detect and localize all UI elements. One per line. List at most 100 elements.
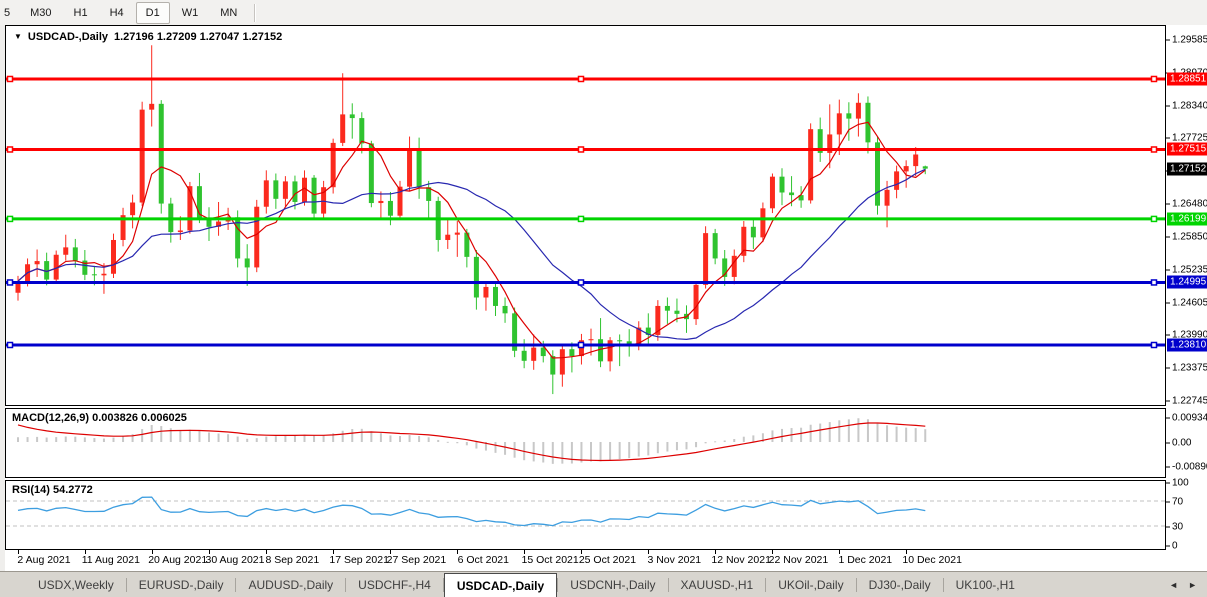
tab-separator [125,578,127,592]
chevron-down-icon[interactable]: ▼ [14,32,22,41]
hline-handle[interactable] [1150,215,1158,223]
tab-xauusd-h1[interactable]: XAUUSD-,H1 [680,578,754,592]
macd-histogram-bar [83,437,86,442]
time-axis-tick [906,550,908,554]
candle-bullish [254,206,260,268]
hline-handle[interactable] [1150,75,1158,83]
macd-histogram-bar [847,419,850,442]
hline-handle[interactable] [6,279,14,286]
macd-histogram-bar [427,437,430,442]
tab-separator [765,578,767,592]
macd-chart [17,418,927,464]
ma-slow-line [17,168,926,341]
macd-histogram-bar [160,426,163,442]
rsi-pane[interactable]: RSI(14) 54.2772 [5,480,1166,550]
time-axis-tick [390,550,392,554]
tab-usdchf-h4[interactable]: USDCHF-,H4 [358,578,431,592]
candle-bearish [922,166,928,169]
timeframe-button-MN[interactable]: MN [220,6,238,19]
time-axis-label: 30 Aug 2021 [205,554,265,566]
macd-histogram-bar [408,435,411,442]
price-tick-1.25850: 1.25850 [1166,232,1207,243]
candle-bullish [15,281,21,293]
tab-scroll-arrows: ◄ ► [1169,572,1197,597]
hline-handle[interactable] [6,75,14,83]
price-chart-pane[interactable]: ▼ USDCAD-,Daily 1.27196 1.27209 1.27047 … [5,25,1166,406]
macd-histogram-bar [828,422,831,442]
timeframe-button-H1[interactable]: H1 [73,6,88,19]
hline-handle[interactable] [1150,341,1158,349]
macd-histogram-bar [255,438,258,442]
rsi-label: RSI(14) 54.2772 [12,484,93,496]
macd-histogram-bar [618,442,621,460]
candle-bullish [760,208,766,238]
macd-histogram-bar [494,442,497,453]
time-axis-tick [457,550,459,554]
candle-bullish [111,239,116,274]
macd-pane[interactable]: MACD(12,26,9) 0.003826 0.006025 [5,408,1166,478]
candle-bearish [349,114,355,119]
price-tick-1.28340: 1.28340 [1166,100,1207,111]
timeframe-button-D1[interactable]: D1 [135,1,170,24]
macd-histogram-bar [379,433,382,442]
candle-bullish [263,180,269,207]
left-margin-strip [0,25,5,571]
macd-histogram-bar [800,427,803,442]
candle-bullish [855,102,861,119]
hline-handle[interactable] [1150,279,1158,286]
hline-handle[interactable] [6,341,14,349]
hline-handle[interactable] [577,341,585,349]
candle-bearish [416,149,422,188]
tab-usdcnh-daily[interactable]: USDCNH-,Daily [570,578,656,592]
candle-bearish [617,340,623,342]
candle-bearish [235,217,241,259]
tab-audusd-daily[interactable]: AUDUSD-,Daily [248,578,334,592]
hline-handle[interactable] [577,279,585,286]
candle-bearish [387,200,393,216]
tab-eurusd-daily[interactable]: EURUSD-,Daily [138,578,224,592]
macd-histogram-bar [274,436,277,442]
tab-dj30-daily[interactable]: DJ30-,Daily [868,578,931,592]
macd-histogram-bar [504,442,507,455]
hline-handle[interactable] [6,146,14,153]
macd-histogram-bar [227,434,230,442]
tab-ukoil-daily[interactable]: UKOil-,Daily [778,578,844,592]
tab-usdx-weekly[interactable]: USDX,Weekly [38,578,114,592]
macd-histogram-bar [179,430,182,442]
timeframe-button-W1[interactable]: W1 [181,6,199,19]
macd-histogram-bar [208,432,210,442]
timeframe-button-M30[interactable]: M30 [30,6,52,19]
macd-histogram-bar [570,442,573,464]
time-axis-label: 22 Nov 2021 [768,554,829,566]
macd-histogram-bar [580,442,583,463]
macd-histogram-bar [169,428,172,442]
hline-handle[interactable] [577,215,585,223]
candle-bearish [368,143,374,204]
hline-handle[interactable] [1150,146,1158,153]
candle-bullish [588,339,594,341]
price-axis[interactable]: 1.295851.289701.283401.277251.271101.264… [1166,25,1207,571]
macd-histogram-bar [341,430,344,442]
tab-scroll-left-icon[interactable]: ◄ [1169,580,1179,590]
tab-scroll-right-icon[interactable]: ► [1188,580,1197,590]
tab-usdcad-daily[interactable]: USDCAD-,Daily [443,573,558,597]
candle-bearish [196,186,202,219]
time-axis-label: 20 Aug 2021 [148,554,208,566]
hline-handle[interactable] [577,146,585,153]
macd-histogram-bar [74,436,77,442]
timeframe-button-5[interactable]: 5 [4,6,11,19]
chart-title: ▼ USDCAD-,Daily 1.27196 1.27209 1.27047 … [14,31,282,43]
time-axis[interactable]: 2 Aug 2021 11 Aug 2021 20 Aug 2021 30 Aug 2… [5,550,1166,570]
macd-histogram-bar [590,442,592,462]
tab-separator [557,578,559,592]
time-axis-label: 2 Aug 2021 [17,554,71,566]
hline-handle[interactable] [6,215,14,223]
tab-uk100-h1[interactable]: UK100-,H1 [955,578,1015,592]
candle-bullish [378,200,384,204]
macd-histogram-bar [465,442,468,446]
candle-bearish [521,350,527,361]
hline-handle[interactable] [577,75,585,83]
timeframe-button-H4[interactable]: H4 [109,6,124,19]
candle-bearish [550,356,556,375]
time-axis-label: 11 Aug 2021 [81,554,140,566]
